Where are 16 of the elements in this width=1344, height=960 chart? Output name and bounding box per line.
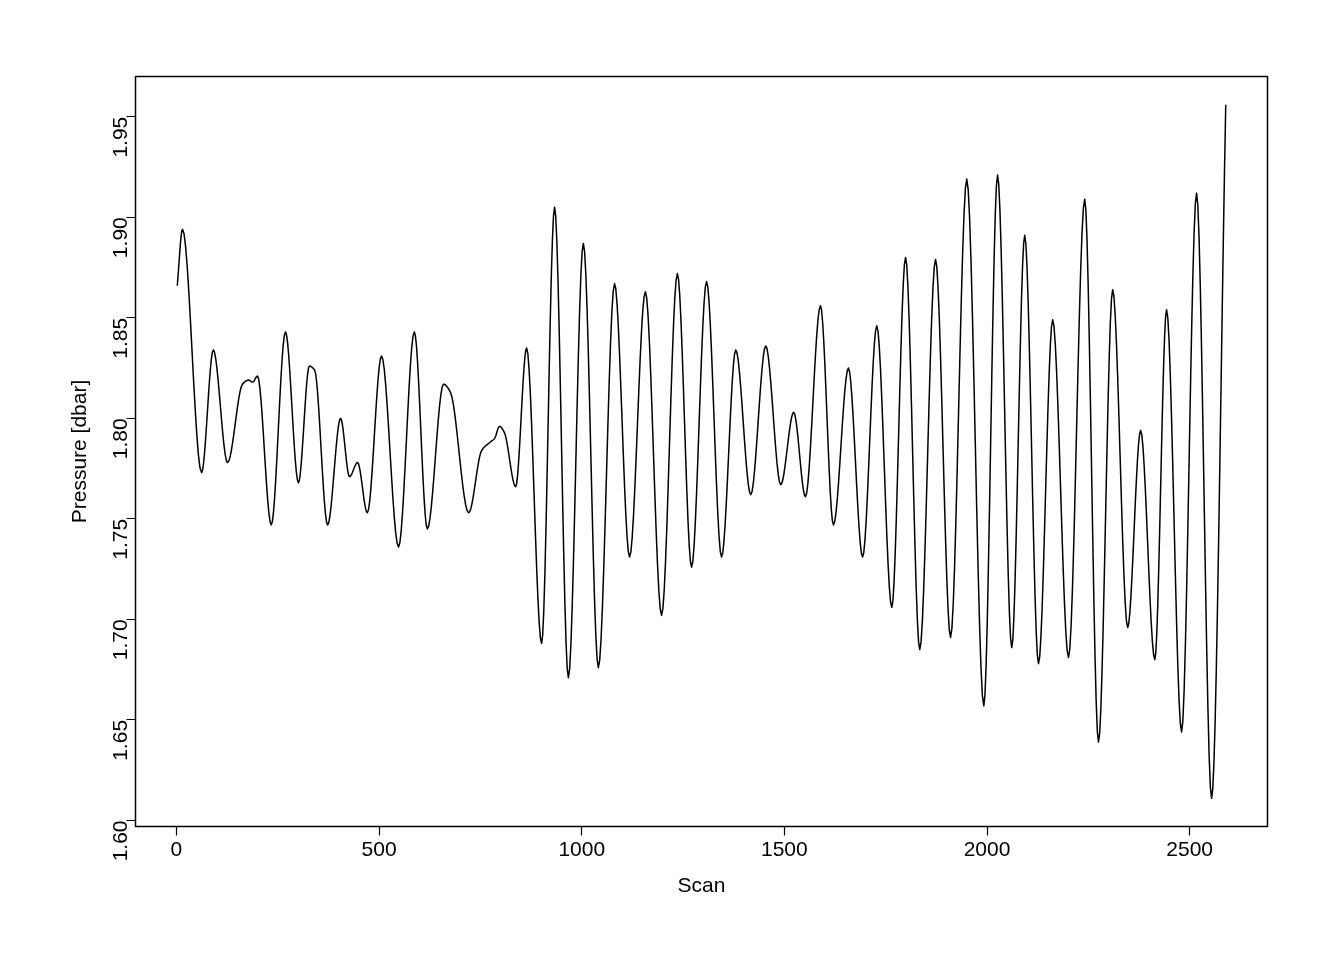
x-tick-label: 500 — [361, 836, 397, 860]
y-tick-label: 1.65 — [108, 719, 132, 761]
y-axis-title: Pressure [dbar] — [66, 379, 90, 524]
x-axis-title: Scan — [677, 872, 726, 896]
y-tick-label: 1.70 — [108, 619, 132, 661]
y-tick-label: 1.60 — [108, 820, 132, 862]
y-tick-label: 1.90 — [108, 217, 132, 259]
y-tick-label: 1.80 — [108, 418, 132, 460]
x-tick-label: 1000 — [558, 836, 606, 860]
y-tick-label: 1.95 — [108, 116, 132, 158]
x-tick-label: 2000 — [963, 836, 1011, 860]
x-tick-label: 2500 — [1166, 836, 1214, 860]
y-tick-label: 1.75 — [108, 518, 132, 560]
x-tick-label: 1500 — [761, 836, 808, 860]
y-tick-label: 1.85 — [108, 317, 132, 359]
x-tick-label: 0 — [170, 836, 183, 860]
